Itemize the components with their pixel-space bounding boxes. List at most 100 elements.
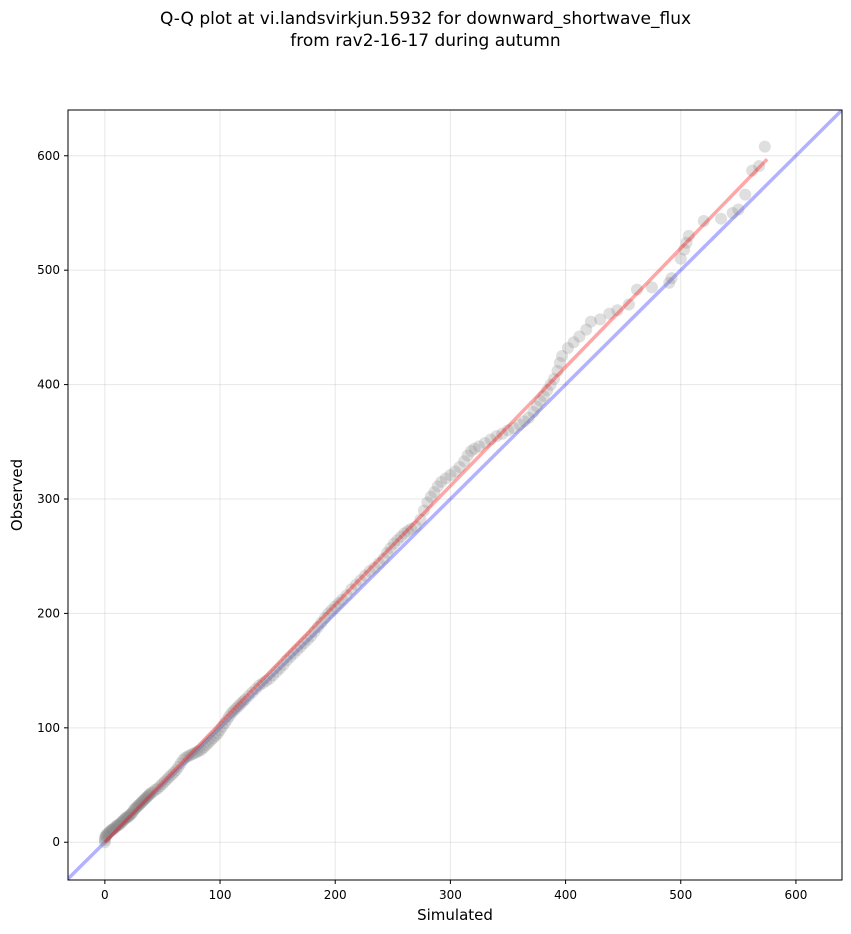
y-tick-label: 0 xyxy=(52,835,60,849)
data-point xyxy=(141,790,154,803)
data-point xyxy=(273,662,286,675)
data-point xyxy=(584,315,597,328)
x-tick-label: 500 xyxy=(669,888,692,902)
data-point xyxy=(444,468,457,481)
data-point xyxy=(218,717,231,730)
x-tick-label: 600 xyxy=(784,888,807,902)
data-point xyxy=(154,780,167,793)
data-point xyxy=(102,827,115,840)
data-point xyxy=(113,817,126,830)
data-point xyxy=(726,206,739,219)
data-point xyxy=(158,775,171,788)
data-point xyxy=(372,557,385,570)
data-point xyxy=(172,760,185,773)
data-point xyxy=(163,771,176,784)
data-point xyxy=(126,806,139,819)
data-point xyxy=(329,600,342,613)
data-point xyxy=(151,782,164,795)
data-point xyxy=(544,378,557,391)
data-point xyxy=(377,552,390,565)
data-point xyxy=(522,411,535,424)
data-point xyxy=(401,525,414,538)
x-tick-label: 0 xyxy=(101,888,109,902)
x-tick-label: 200 xyxy=(324,888,347,902)
data-point xyxy=(256,677,269,690)
data-point xyxy=(106,823,119,836)
data-point xyxy=(663,276,676,289)
data-point xyxy=(117,814,130,827)
data-point xyxy=(291,644,304,657)
data-point xyxy=(349,578,362,591)
data-point xyxy=(103,825,116,838)
data-point xyxy=(234,697,247,710)
data-point xyxy=(214,724,227,737)
y-tick-label: 400 xyxy=(37,378,60,392)
data-point xyxy=(174,757,187,770)
data-point xyxy=(473,440,486,453)
data-point xyxy=(573,330,586,343)
data-point xyxy=(177,753,190,766)
data-point xyxy=(507,422,520,435)
y-tick-label: 600 xyxy=(37,149,60,163)
data-point xyxy=(678,243,691,256)
data-point xyxy=(207,732,220,745)
data-point xyxy=(405,522,418,535)
data-point xyxy=(298,637,311,650)
data-point xyxy=(184,749,197,762)
fit-line-group xyxy=(103,157,769,844)
data-point xyxy=(428,486,441,499)
data-point xyxy=(394,530,407,543)
data-point xyxy=(594,313,607,326)
data-point xyxy=(98,836,111,849)
data-point xyxy=(556,349,569,362)
data-point xyxy=(332,597,345,610)
data-point xyxy=(561,341,574,354)
data-point xyxy=(431,480,444,493)
data-point xyxy=(120,811,133,824)
data-point xyxy=(603,307,616,320)
data-point xyxy=(294,640,307,653)
x-axis-label: Simulated xyxy=(417,906,493,924)
data-point xyxy=(237,695,250,708)
data-point xyxy=(359,569,372,582)
data-point xyxy=(551,364,564,377)
data-point xyxy=(496,427,509,440)
data-point xyxy=(308,625,321,638)
data-point xyxy=(715,212,728,225)
chart-title-line-2: from rav2-16-17 during autumn xyxy=(290,31,561,51)
data-point xyxy=(287,647,300,660)
data-point xyxy=(682,229,695,242)
data-point xyxy=(680,236,693,249)
data-point xyxy=(204,734,217,747)
data-point xyxy=(398,527,411,540)
data-point xyxy=(387,537,400,550)
y-axis-ticks: 0 100 200 300 400 500 600 xyxy=(37,149,68,849)
data-point xyxy=(111,819,124,832)
data-point xyxy=(674,252,687,265)
data-point xyxy=(191,745,203,758)
data-point xyxy=(144,787,157,800)
data-point xyxy=(149,783,162,796)
data-point xyxy=(230,702,243,715)
y-axis-label: Observed xyxy=(8,459,26,531)
data-point xyxy=(513,418,526,431)
data-point xyxy=(267,669,280,682)
data-point xyxy=(315,616,328,629)
data-point xyxy=(449,465,461,478)
data-point xyxy=(645,281,658,294)
data-point xyxy=(132,799,145,812)
data-point xyxy=(753,160,766,173)
data-point xyxy=(161,773,174,786)
data-point xyxy=(123,809,136,822)
data-point xyxy=(381,546,394,559)
data-point xyxy=(739,188,752,201)
data-point xyxy=(311,621,324,634)
data-point xyxy=(101,828,114,841)
fit-line xyxy=(103,157,769,844)
data-point xyxy=(125,807,138,820)
data-point xyxy=(100,829,113,842)
data-point xyxy=(417,504,430,517)
data-point xyxy=(98,831,111,844)
data-point xyxy=(284,650,297,663)
x-axis-ticks: 0 100 200 300 400 500 600 xyxy=(101,880,807,902)
